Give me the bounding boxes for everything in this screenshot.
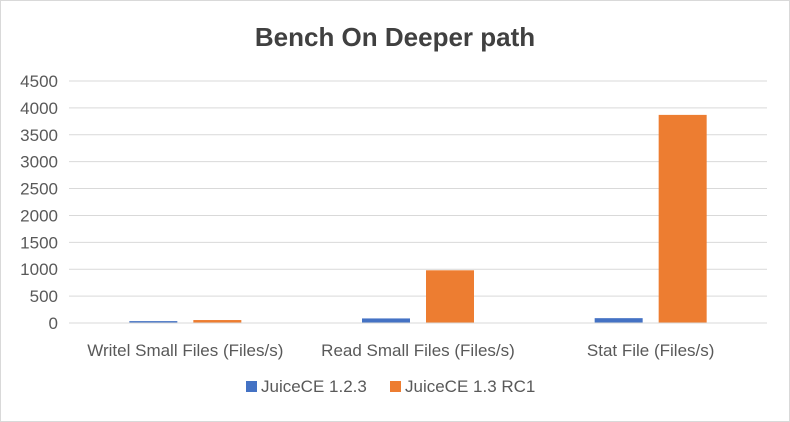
y-tick-label: 500 <box>30 287 58 306</box>
legend: JuiceCE 1.2.3 JuiceCE 1.3 RC1 <box>246 377 535 396</box>
y-tick-label: 2000 <box>20 206 58 225</box>
x-tick-label: Stat File (Files/s) <box>587 341 715 360</box>
legend-swatch <box>390 381 401 392</box>
y-tick-label: 2500 <box>20 180 58 199</box>
y-axis: 0 500 1000 1500 2000 2500 3000 3500 4000 4500 <box>20 72 58 333</box>
y-tick-label: 0 <box>49 314 58 333</box>
legend-swatch <box>246 381 257 392</box>
y-tick-label: 3000 <box>20 153 58 172</box>
bar-1-0 <box>362 318 410 323</box>
y-tick-label: 4500 <box>20 72 58 91</box>
bar-0-1 <box>193 320 242 323</box>
y-tick-label: 4000 <box>20 99 58 118</box>
bar-0-0 <box>129 321 178 323</box>
x-axis: Writel Small Files (Files/s) Read Small F… <box>69 322 767 360</box>
y-tick-label: 3500 <box>20 126 58 145</box>
gridlines <box>69 80 767 297</box>
legend-label: JuiceCE 1.3 RC1 <box>405 377 535 396</box>
bar-1-1 <box>426 270 474 323</box>
legend-label: JuiceCE 1.2.3 <box>261 377 367 396</box>
x-tick-label: Writel Small Files (Files/s) <box>87 341 283 360</box>
y-tick-label: 1500 <box>20 233 58 252</box>
bar-2-0 <box>594 318 643 323</box>
bars <box>129 114 707 323</box>
x-tick-label: Read Small Files (Files/s) <box>321 341 515 360</box>
bar-2-1 <box>658 114 707 323</box>
chart-title: Bench On Deeper path <box>255 22 535 52</box>
y-tick-label: 1000 <box>20 260 58 279</box>
